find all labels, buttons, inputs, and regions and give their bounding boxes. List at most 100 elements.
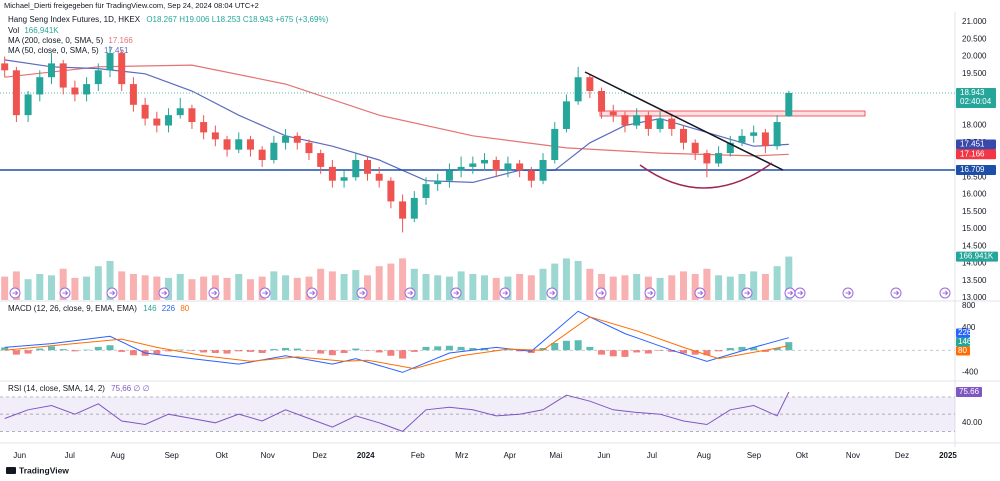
- volume-bar: [375, 266, 383, 300]
- candle-body: [59, 63, 67, 88]
- histogram-bar: [352, 348, 360, 351]
- resistance-zone: [599, 110, 866, 117]
- volume-bar: [340, 274, 348, 300]
- histogram-bar: [574, 340, 582, 351]
- volume-bar: [679, 271, 687, 300]
- y-tick-label: 18.000: [962, 121, 987, 130]
- candle-body: [12, 70, 20, 116]
- macd-signal-value: 80: [180, 304, 189, 313]
- rounding-bottom-arc: [639, 162, 773, 189]
- histogram-bar: [363, 350, 371, 351]
- candle-body: [738, 135, 746, 143]
- event-icon: [106, 287, 118, 299]
- histogram-bar: [726, 348, 734, 351]
- macd-value-label: 146: [958, 337, 972, 346]
- candle-body: [691, 142, 699, 154]
- y-tick-label: 15.000: [962, 224, 987, 233]
- histogram-bar: [633, 350, 641, 353]
- candle-body: [586, 77, 594, 91]
- histogram-bar: [375, 350, 383, 353]
- volume-bar: [761, 274, 769, 300]
- volume-bar: [282, 275, 290, 300]
- volume-bar: [71, 277, 79, 300]
- candle-body: [305, 142, 313, 154]
- volume-bar: [773, 266, 781, 300]
- event-icon: [741, 287, 753, 299]
- histogram-bar: [94, 346, 102, 351]
- candle-body: [773, 122, 781, 147]
- candle-body: [387, 180, 395, 202]
- x-tick-label: Apr: [504, 451, 517, 460]
- volume-bar: [317, 268, 325, 300]
- event-icon-arrow: [549, 290, 556, 296]
- event-icon: [404, 287, 416, 299]
- x-tick-label: Dez: [313, 451, 327, 460]
- x-tick-label: Nov: [261, 451, 275, 460]
- candle-body: [36, 77, 44, 95]
- macd-legend: MACD (12, 26, close, 9, EMA, EMA) 146 22…: [8, 304, 190, 313]
- histogram-bar: [223, 350, 231, 354]
- volume-label: 166.941K: [959, 252, 994, 261]
- histogram-bar: [410, 350, 418, 352]
- y-tick-label: 800: [962, 301, 976, 310]
- event-icon: [644, 287, 656, 299]
- x-tick-label: Sep: [747, 451, 762, 460]
- candle-body: [633, 115, 641, 126]
- volume-bar: [434, 275, 442, 300]
- histogram-bar: [176, 349, 184, 351]
- y-tick-label: 13.000: [962, 293, 987, 302]
- x-tick-label: Mai: [549, 451, 562, 460]
- event-icon: [9, 287, 21, 299]
- histogram-bar: [761, 350, 769, 352]
- volume-bar: [609, 276, 617, 300]
- event-icon-arrow: [109, 290, 116, 296]
- price-label-box: [956, 149, 996, 160]
- x-tick-label: Dez: [895, 451, 909, 460]
- histogram-bar: [457, 346, 465, 351]
- x-tick-label: Okt: [796, 451, 809, 460]
- macd-value-label: 80: [958, 346, 967, 355]
- candle-body: [598, 91, 606, 112]
- volume-bar: [94, 266, 102, 300]
- event-icon-arrow: [359, 290, 366, 296]
- event-icon: [784, 287, 796, 299]
- volume-bar: [668, 275, 676, 300]
- rsi-value: 75,66 ∅ ∅: [111, 384, 149, 393]
- histogram-bar: [715, 350, 723, 352]
- volume-bar: [246, 279, 254, 300]
- candle-body: [270, 142, 278, 160]
- event-icon: [890, 287, 902, 299]
- candle-body: [527, 170, 535, 181]
- volume-bar: [176, 274, 184, 300]
- candle-body: [363, 160, 371, 174]
- event-icon-arrow: [502, 290, 509, 296]
- legend-value: 17.166: [108, 36, 133, 45]
- candle-body: [83, 84, 91, 95]
- candle-body: [129, 84, 137, 105]
- candle-body: [293, 135, 301, 143]
- y-tick-label: 20.500: [962, 34, 987, 43]
- event-icon-arrow: [309, 290, 316, 296]
- logo-text: TradingView: [19, 465, 69, 475]
- histogram-bar: [656, 350, 664, 351]
- histogram-bar: [668, 350, 676, 352]
- credit: Michael_Dierti freigegeben für TradingVi…: [4, 1, 259, 10]
- candle-body: [223, 139, 231, 150]
- macd-value-label: 226: [958, 328, 972, 337]
- y-tick-label: 20.000: [962, 52, 987, 61]
- x-tick-label: Sep: [165, 451, 180, 460]
- event-icon-arrow: [787, 290, 794, 296]
- candle-body: [47, 63, 55, 78]
- candle-body: [761, 132, 769, 147]
- histogram-bar: [328, 350, 336, 356]
- histogram-bar: [282, 348, 290, 351]
- histogram-bar: [434, 346, 442, 351]
- histogram-bar: [738, 346, 746, 351]
- event-icon-arrow: [697, 290, 704, 296]
- candle-body: [375, 173, 383, 181]
- histogram-bar: [106, 345, 114, 351]
- legend-value: 166,941K: [24, 26, 59, 35]
- x-tick-label: Jul: [65, 451, 75, 460]
- histogram-bar: [71, 350, 79, 352]
- volume-bar: [387, 263, 395, 300]
